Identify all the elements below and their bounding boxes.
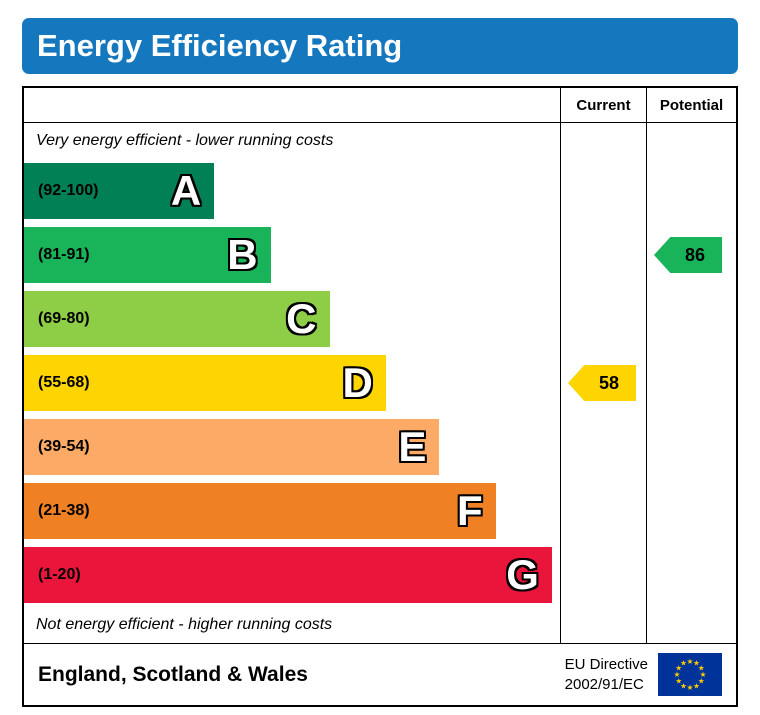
top-note: Very energy efficient - lower running co… bbox=[36, 132, 334, 149]
band-row-c: (69-80) C bbox=[24, 287, 560, 351]
band-row-f: (21-38) F bbox=[24, 479, 560, 543]
band-range-label: (81-91) bbox=[38, 246, 90, 263]
eu-directive-line1: EU Directive bbox=[564, 656, 648, 673]
column-header-potential: Potential bbox=[646, 88, 736, 122]
svg-text:★: ★ bbox=[698, 677, 705, 686]
svg-text:★: ★ bbox=[675, 664, 682, 673]
band-bar-e: (39-54) E bbox=[24, 419, 440, 475]
band-range-label: (55-68) bbox=[38, 374, 90, 391]
band-letter: B bbox=[227, 231, 258, 278]
column-header-row: Current Potential bbox=[24, 88, 736, 123]
band-bar-d: (55-68) D bbox=[24, 355, 386, 411]
svg-text:★: ★ bbox=[674, 670, 681, 679]
band-bar-g: (1-20) G bbox=[24, 547, 552, 603]
header-cell-spacer bbox=[24, 88, 560, 122]
band-letter: G bbox=[506, 551, 539, 598]
band-bar-b: (81-91) B bbox=[24, 227, 271, 283]
band-range-label: (21-38) bbox=[38, 502, 90, 519]
band-letter: A bbox=[170, 167, 202, 214]
potential-rating-value: 86 bbox=[684, 244, 706, 265]
band-range-label: (92-100) bbox=[38, 182, 99, 199]
potential-column: 86 bbox=[646, 123, 736, 643]
bottom-note: Not energy efficient - higher running co… bbox=[36, 616, 333, 633]
svg-text:★: ★ bbox=[698, 664, 705, 673]
potential-rating-arrow: 86 bbox=[654, 237, 722, 273]
svg-text:★: ★ bbox=[680, 659, 687, 668]
region-label: England, Scotland & Wales bbox=[38, 662, 308, 686]
band-row-e: (39-54) E bbox=[24, 415, 560, 479]
band-row-b: (81-91) B bbox=[24, 223, 560, 287]
svg-text:★: ★ bbox=[700, 670, 707, 679]
band-letter: E bbox=[398, 423, 427, 470]
band-bar-f: (21-38) F bbox=[24, 483, 496, 539]
chart-footer: England, Scotland & Wales EU Directive 2… bbox=[24, 643, 736, 705]
eu-directive-label: EU Directive 2002/91/EC bbox=[565, 655, 648, 694]
band-row-d: (55-68) D bbox=[24, 351, 560, 415]
band-range-label: (69-80) bbox=[38, 310, 90, 327]
svg-text:★: ★ bbox=[693, 659, 700, 668]
chart-title-bar: Energy Efficiency Rating bbox=[22, 18, 738, 74]
band-bar-a: (92-100) A bbox=[24, 163, 215, 219]
chart-body: Very energy efficient - lower running co… bbox=[24, 123, 736, 643]
eu-flag-icon: ★ ★ ★ ★ ★ ★ ★ ★ ★ ★ ★ ★ bbox=[658, 653, 722, 696]
chart-title: Energy Efficiency Rating bbox=[37, 28, 403, 63]
band-letter: C bbox=[286, 295, 317, 342]
band-range-label: (1-20) bbox=[38, 566, 81, 583]
band-row-a: (92-100) A bbox=[24, 159, 560, 223]
svg-text:★: ★ bbox=[687, 657, 694, 666]
eu-directive-line2: 2002/91/EC bbox=[564, 675, 644, 693]
band-letter: D bbox=[342, 359, 373, 406]
current-column: 58 bbox=[560, 123, 646, 643]
band-row-g: (1-20) G bbox=[24, 543, 560, 607]
svg-text:★: ★ bbox=[680, 681, 687, 690]
svg-text:★: ★ bbox=[687, 683, 694, 692]
band-letter: F bbox=[457, 487, 483, 534]
column-header-current: Current bbox=[560, 88, 646, 122]
eu-flag-background bbox=[658, 653, 722, 696]
current-rating-arrow: 58 bbox=[568, 365, 636, 401]
eu-flag-stars: ★ ★ ★ ★ ★ ★ ★ ★ ★ ★ ★ ★ bbox=[674, 657, 707, 692]
svg-text:★: ★ bbox=[675, 677, 682, 686]
svg-text:★: ★ bbox=[693, 681, 700, 690]
epc-chart: Current Potential Very energy efficient … bbox=[22, 86, 738, 707]
band-bar-c: (69-80) C bbox=[24, 291, 330, 347]
current-rating-value: 58 bbox=[598, 372, 620, 393]
bands-column: Very energy efficient - lower running co… bbox=[24, 123, 560, 643]
band-range-label: (39-54) bbox=[38, 438, 90, 455]
